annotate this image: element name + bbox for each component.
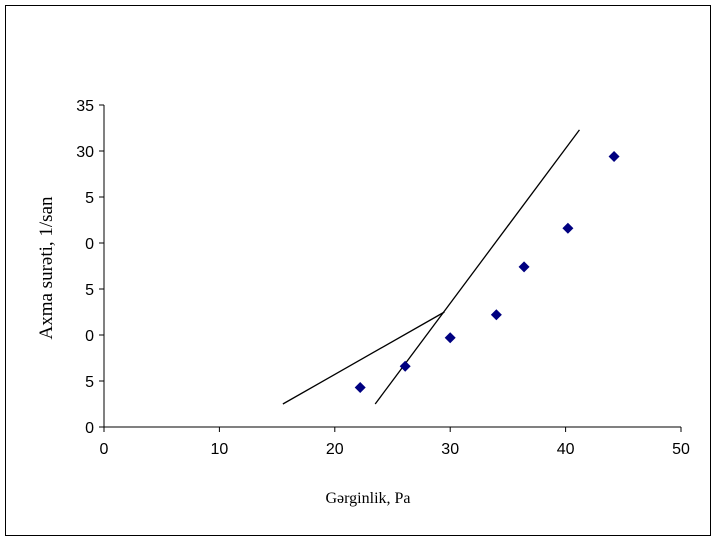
axes <box>103 105 681 428</box>
y-axis-label: Axma surəti, 1/san <box>36 196 57 340</box>
trend-line-1 <box>282 311 445 405</box>
y-tick-label: 0 <box>85 236 94 253</box>
data-point <box>354 381 366 393</box>
data-point <box>444 332 456 344</box>
y-tick-label: 5 <box>85 190 94 207</box>
x-tick-label: 40 <box>557 441 575 458</box>
x-tick-label: 20 <box>326 441 344 458</box>
y-tick-label: 30 <box>76 144 94 161</box>
data-point <box>608 151 620 163</box>
x-tick-label: 0 <box>100 441 109 458</box>
trend-line-2 <box>374 129 580 405</box>
data-point <box>562 222 574 234</box>
y-tick-label: 5 <box>85 282 94 299</box>
y-axis-ticks: 0 5 0 5 0 5 30 35 <box>76 98 104 437</box>
y-tick-label: 0 <box>85 328 94 345</box>
y-tick-label: 5 <box>85 374 94 391</box>
x-axis-label: Gərginlik, Pa <box>325 490 410 507</box>
trend-lines <box>282 129 580 405</box>
data-point <box>518 261 530 273</box>
data-point <box>490 309 502 321</box>
x-tick-label: 10 <box>211 441 229 458</box>
chart-frame <box>5 5 711 536</box>
x-tick-label: 30 <box>441 441 459 458</box>
x-tick-label: 50 <box>672 441 690 458</box>
y-tick-label: 0 <box>85 420 94 437</box>
data-point <box>399 360 411 372</box>
x-axis-ticks: 0 10 20 30 40 50 <box>100 427 690 458</box>
y-tick-label: 35 <box>76 98 94 115</box>
data-points <box>354 151 620 393</box>
